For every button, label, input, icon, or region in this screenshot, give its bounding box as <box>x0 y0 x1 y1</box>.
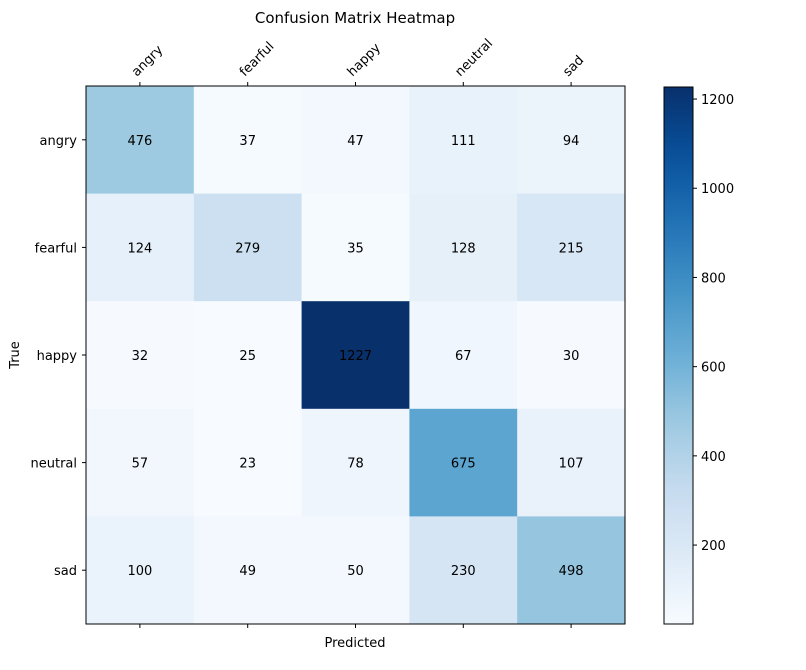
cell-value-label: 107 <box>559 457 584 472</box>
cell-value-label: 215 <box>559 241 584 256</box>
cell-value-label: 37 <box>239 134 256 149</box>
cell-value-label: 94 <box>563 134 580 149</box>
heatmap-cell <box>86 193 195 302</box>
chart-title: Confusion Matrix Heatmap <box>255 9 455 27</box>
cell-value-label: 675 <box>451 457 476 472</box>
heatmap-cell <box>301 516 410 625</box>
heatmap-cell <box>301 86 410 195</box>
heatmap-cells <box>86 86 626 625</box>
cell-value-label: 47 <box>347 134 364 149</box>
y-tick-label: neutral <box>31 457 78 472</box>
cell-value-label: 30 <box>563 349 580 364</box>
cell-value-label: 230 <box>451 564 476 579</box>
y-tick-label: angry <box>40 134 78 149</box>
heatmap-cell <box>301 408 410 517</box>
cell-value-label: 67 <box>455 349 472 364</box>
x-tick-label: sad <box>560 53 587 80</box>
x-axis-label: Predicted <box>324 636 385 651</box>
cell-value-label: 476 <box>127 134 152 149</box>
cell-value-label: 124 <box>127 241 152 256</box>
heatmap-cell <box>193 86 303 195</box>
heatmap-cell <box>517 516 626 625</box>
heatmap-cell <box>409 86 518 195</box>
x-tick-label: fearful <box>237 39 278 80</box>
x-tick-label: neutral <box>453 36 496 79</box>
cell-value-label: 279 <box>235 241 260 256</box>
colorbar-tick-label: 1200 <box>701 93 734 108</box>
x-tick-label: happy <box>345 40 384 79</box>
heatmap-cell <box>301 301 410 410</box>
cell-value-label: 100 <box>127 564 152 579</box>
cell-value-label: 32 <box>132 349 149 364</box>
heatmap-cell <box>86 408 195 517</box>
y-axis-ticks: angry fearful happy neutral sad <box>31 134 86 579</box>
colorbar <box>663 86 694 625</box>
cell-value-label: 78 <box>347 457 364 472</box>
cell-value-label: 57 <box>132 457 149 472</box>
y-tick-label: happy <box>37 349 78 364</box>
y-axis-label: True <box>8 341 23 370</box>
x-tick-label: angry <box>129 42 166 79</box>
cell-value-label: 111 <box>451 134 476 149</box>
cell-value-label: 23 <box>239 457 256 472</box>
heatmap-cell <box>517 408 626 517</box>
heatmap-cell <box>409 408 518 517</box>
heatmap-cell-labels: 476 37 47 111 94 124 279 35 128 215 32 25 1227 67 30 57… <box>127 134 583 579</box>
y-tick-label: sad <box>54 564 77 579</box>
cell-value-label: 25 <box>239 349 256 364</box>
heatmap-cell <box>86 516 195 625</box>
heatmap-cell <box>517 193 626 302</box>
cell-value-label: 35 <box>347 241 364 256</box>
y-tick-label: fearful <box>35 241 77 256</box>
colorbar-tick-label: 200 <box>701 539 726 554</box>
cell-value-label: 49 <box>239 564 256 579</box>
heatmap-cell <box>193 301 303 410</box>
cell-value-label: 50 <box>347 564 364 579</box>
colorbar-tick-label: 800 <box>701 271 726 286</box>
heatmap-cell <box>517 301 626 410</box>
colorbar-tick-label: 1000 <box>701 182 734 197</box>
heatmap-cell <box>86 86 195 195</box>
heatmap-cell <box>193 193 303 302</box>
heatmap-cell <box>409 516 518 625</box>
colorbar-tick-label: 600 <box>701 361 726 376</box>
heatmap-cell <box>86 301 195 410</box>
colorbar-tick-label: 400 <box>701 450 726 465</box>
cell-value-label: 498 <box>559 564 584 579</box>
heatmap-cell <box>517 86 626 195</box>
cell-value-label: 128 <box>451 241 476 256</box>
cell-value-label: 1227 <box>339 349 372 364</box>
heatmap-cell <box>409 301 518 410</box>
heatmap-cell <box>409 193 518 302</box>
heatmap-cell <box>301 193 410 302</box>
heatmap-cell <box>193 516 303 625</box>
heatmap-cell <box>193 408 303 517</box>
colorbar-ticks: 200 400 600 800 1000 1200 <box>693 93 734 554</box>
